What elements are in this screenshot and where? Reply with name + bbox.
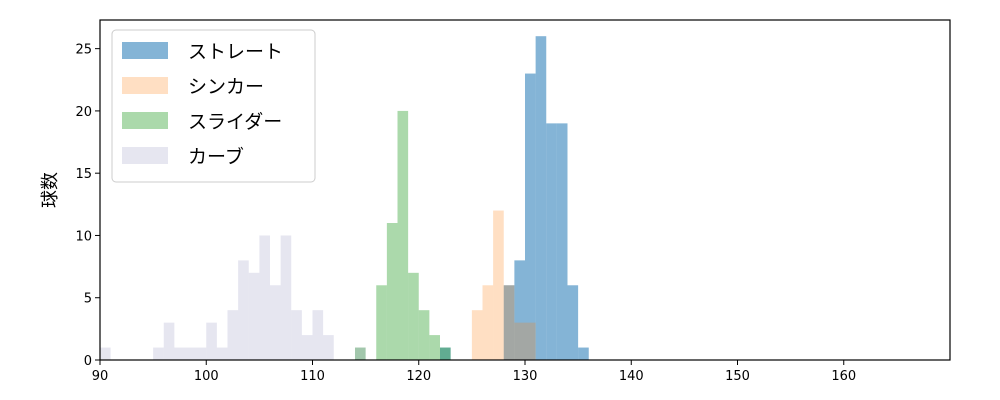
bar-series-3 [206,322,217,360]
bar-series-3 [280,235,292,360]
bar-series-3 [153,347,164,360]
bar-series-2 [386,223,398,360]
bar-series-3 [312,310,324,360]
bar-series-0 [514,260,525,360]
bar-series-2 [408,272,419,360]
x-tick-label: 130 [513,369,538,384]
bar-series-3 [270,285,281,360]
legend-swatch [122,42,168,59]
bar-series-1 [471,310,483,360]
bar-series-0 [535,36,547,360]
bar-series-0 [556,123,568,360]
y-tick-label: 25 [75,43,92,58]
bar-series-0 [440,347,451,360]
x-tick-label: 140 [619,369,644,384]
y-axis: 0 5 10 15 20 25 [75,43,100,369]
bar-series-3 [291,310,302,360]
y-tick-label: 15 [75,167,92,182]
bar-series-1 [514,322,525,360]
y-tick-label: 5 [84,292,92,307]
bar-series-0 [503,285,515,360]
y-tick-label: 10 [75,229,92,244]
bar-series-1 [503,285,515,360]
x-tick-label: 150 [725,369,750,384]
x-tick-label: 90 [92,369,109,384]
bar-series-1 [493,210,504,360]
bars-layer [100,36,589,361]
bar-series-2 [355,347,366,360]
bar-series-3 [301,335,313,360]
bar-series-3 [163,322,175,360]
bar-series-2 [440,347,451,360]
legend-swatch [122,77,168,94]
bar-series-3 [174,347,185,360]
bar-series-2 [429,335,440,360]
bar-series-1 [525,322,536,360]
bar-series-3 [195,347,207,360]
bar-series-3 [238,260,249,360]
legend-swatch [122,112,168,129]
bar-series-2 [376,285,387,360]
x-tick-label: 120 [406,369,431,384]
legend-box [111,29,316,183]
legend-label: シンカー [188,76,264,98]
bar-series-3 [185,347,196,360]
y-tick-label: 0 [84,354,92,369]
y-axis-label: 球数 [40,172,61,208]
y-tick-label: 20 [75,105,92,120]
bar-series-2 [418,310,430,360]
bar-series-3 [323,335,334,360]
x-tick-label: 100 [194,369,219,384]
bar-series-3 [216,347,228,360]
bar-series-3 [355,347,366,360]
bar-series-0 [567,285,579,360]
legend-label: ストレート [188,41,283,63]
bar-series-0 [525,73,536,361]
legend-swatch [122,147,168,164]
x-axis: 90 100 110 120 130 140 150 160 [92,360,856,384]
bar-series-2 [397,110,409,361]
bar-series-3 [227,310,239,360]
x-tick-label: 110 [300,369,325,384]
bar-series-0 [578,347,589,360]
bar-series-1 [482,285,494,360]
bar-series-3 [248,272,260,360]
x-tick-label: 160 [831,369,856,384]
legend-label: カーブ [188,145,244,168]
legend-label: スライダー [188,111,282,133]
bar-series-3 [100,347,111,360]
bar-series-3 [259,235,270,360]
bar-series-0 [546,123,557,360]
